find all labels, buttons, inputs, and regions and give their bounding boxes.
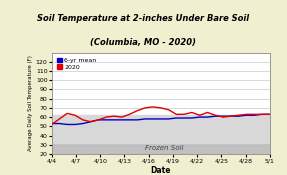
Y-axis label: Average Daily Soil Temperature (F): Average Daily Soil Temperature (F) [28,55,33,151]
Bar [52,143,270,154]
Text: Frozen Soil: Frozen Soil [145,145,184,152]
X-axis label: Date: Date [150,166,171,175]
Bar [52,115,270,143]
Text: (Columbia, MO - 2020): (Columbia, MO - 2020) [90,37,197,47]
Text: Soil Temperature at 2-inches Under Bare Soil: Soil Temperature at 2-inches Under Bare … [37,14,250,23]
Legend: 6-yr mean, 2020: 6-yr mean, 2020 [55,56,98,71]
